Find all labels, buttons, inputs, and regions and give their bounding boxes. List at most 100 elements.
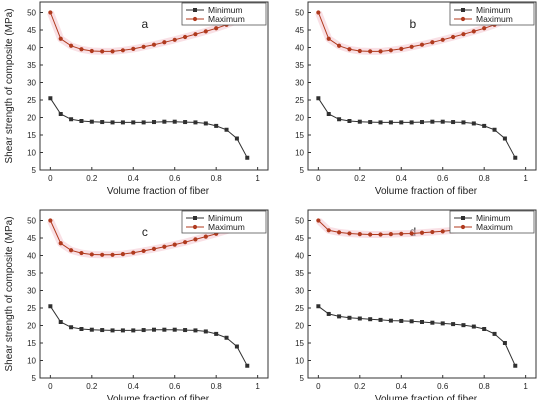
x-tick-label: 0.4 (396, 174, 408, 183)
data-point-maximum (151, 42, 157, 47)
data-point-minimum (69, 325, 74, 330)
x-tick-label: 0.6 (169, 382, 181, 391)
data-point-minimum (110, 328, 115, 333)
x-tick-label: 0.2 (354, 382, 366, 391)
data-point-minimum (471, 324, 476, 329)
data-point-minimum (172, 327, 177, 332)
y-tick-label: 35 (27, 61, 36, 70)
data-point-minimum (326, 311, 331, 316)
data-point-maximum (172, 242, 177, 247)
data-point-maximum (316, 10, 321, 15)
x-tick-label: 0.6 (437, 382, 449, 391)
x-tick-label: 0.6 (169, 174, 181, 183)
x-tick-label: 0.8 (211, 174, 223, 183)
y-tick-label: 30 (295, 79, 304, 88)
data-point-minimum (58, 112, 63, 116)
data-point-minimum (451, 120, 456, 125)
data-point-minimum (79, 119, 84, 123)
data-point-maximum (110, 252, 115, 257)
data-point-maximum (388, 48, 394, 53)
data-point-minimum (48, 304, 53, 309)
data-point-minimum (461, 120, 466, 125)
series-line-minimum (49, 306, 248, 367)
y-tick-label: 45 (27, 234, 36, 243)
data-point-maximum (89, 48, 94, 54)
data-point-minimum (183, 120, 188, 125)
y-axis-title: Shear strength of composite (MPa) (4, 8, 15, 163)
data-point-maximum (450, 34, 456, 40)
x-tick-label: 1 (255, 382, 260, 391)
data-point-minimum (162, 119, 167, 124)
data-point-minimum (492, 127, 497, 132)
data-point-maximum (89, 252, 94, 257)
panel-letter: c (142, 225, 148, 239)
data-point-minimum (337, 117, 342, 122)
data-point-maximum (357, 232, 362, 237)
y-tick-label: 35 (295, 269, 304, 278)
data-point-minimum (245, 155, 250, 160)
data-point-minimum (183, 328, 188, 333)
panel-letter: b (410, 17, 417, 31)
x-axis-title: Volume fraction of fiber (107, 186, 210, 197)
y-tick-label: 45 (295, 26, 304, 35)
y-tick-label: 15 (27, 131, 36, 140)
data-point-maximum (326, 36, 331, 41)
data-point-minimum (399, 318, 404, 323)
y-tick-label: 30 (27, 287, 36, 296)
y-tick-label: 40 (295, 252, 304, 261)
data-point-maximum (430, 229, 435, 235)
x-tick-label: 0.4 (128, 174, 140, 183)
data-point-minimum (378, 120, 383, 125)
data-point-maximum (419, 230, 425, 235)
x-tick-label: 0.2 (86, 382, 98, 391)
data-point-minimum (131, 120, 136, 125)
plot-frame (39, 209, 269, 379)
y-tick-label: 50 (295, 217, 304, 226)
x-axis-title: Volume fraction of fiber (107, 394, 210, 400)
data-point-maximum (193, 237, 198, 242)
y-tick-label: 25 (27, 304, 36, 313)
legend-label-maximum: Maximum (208, 14, 245, 24)
data-point-minimum (234, 136, 239, 141)
data-point-maximum (326, 228, 331, 233)
x-tick-label: 0.8 (479, 174, 491, 183)
x-tick-label: 0.8 (211, 382, 223, 391)
data-point-maximum (482, 26, 487, 31)
data-point-maximum (172, 37, 177, 42)
y-tick-label: 35 (295, 61, 304, 70)
data-point-maximum (110, 49, 115, 54)
data-point-maximum (347, 231, 352, 236)
x-tick-label: 0 (316, 382, 321, 391)
data-point-maximum (131, 250, 136, 255)
series-line-minimum (318, 305, 516, 367)
data-point-minimum (513, 363, 518, 368)
data-point-maximum (419, 42, 425, 47)
data-point-minimum (162, 327, 167, 332)
data-point-maximum (440, 229, 445, 234)
y-tick-label: 30 (27, 79, 36, 88)
data-point-minimum (430, 320, 435, 325)
legend-label-minimum: Minimum (208, 5, 242, 15)
data-point-minimum (224, 335, 229, 340)
y-tick-label: 45 (295, 234, 304, 243)
data-point-maximum (203, 29, 208, 34)
y-tick-label: 10 (27, 149, 36, 158)
data-point-minimum (430, 119, 435, 124)
x-tick-label: 1 (523, 382, 528, 391)
y-tick-label: 50 (295, 9, 304, 18)
data-point-minimum (337, 314, 342, 319)
data-point-maximum (48, 218, 53, 223)
data-point-maximum (68, 43, 74, 48)
legend-label-minimum: Minimum (476, 5, 510, 15)
y-tick-label: 15 (27, 339, 36, 348)
data-point-minimum (234, 344, 239, 349)
y-tick-label: 50 (27, 217, 36, 226)
data-point-minimum (100, 120, 105, 125)
data-point-minimum (69, 117, 74, 122)
data-point-minimum (193, 328, 198, 333)
data-point-maximum (203, 234, 208, 239)
data-point-maximum (131, 46, 136, 52)
data-point-maximum (357, 48, 362, 54)
